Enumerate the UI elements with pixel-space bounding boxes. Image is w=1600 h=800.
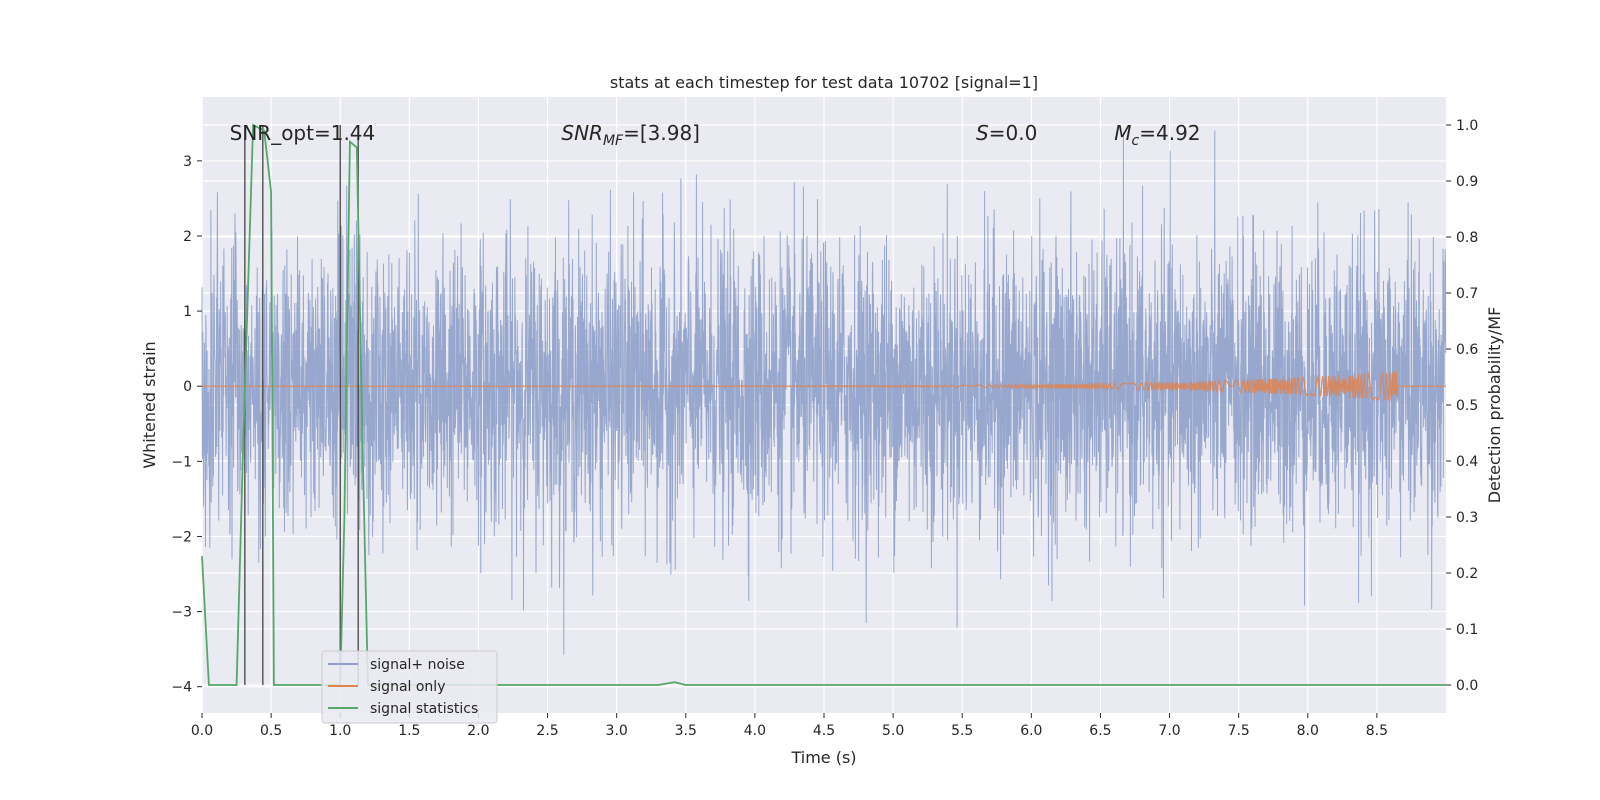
y-right-tick-label: 0.3 [1456,510,1478,526]
x-tick-label: 8.5 [1366,723,1388,739]
x-tick-label: 6.0 [1020,723,1042,739]
x-tick-label: 7.5 [1228,723,1250,739]
x-tick-label: 4.5 [813,723,835,739]
chart-title: stats at each timestep for test data 107… [610,73,1038,92]
y-right-tick-label: 0.9 [1456,174,1478,190]
signal-trace [202,371,1446,401]
x-tick-label: 5.5 [951,723,973,739]
statistics-trace [201,123,1446,686]
legend: signal+ noise signal only signal statist… [321,650,498,724]
ticks: 0.0 0.5 1.0 1.5 2.0 2.5 3.0 3.5 4.0 4.5 5.0 5.5 6.0 6… [171,118,1478,739]
y-left-tick-label: −1 [171,454,192,470]
y-right-tick-label: 0.5 [1456,398,1478,414]
x-tick-label: 3.0 [606,723,628,739]
x-tick-label: 0.5 [260,723,282,739]
legend-box [321,650,498,724]
x-tick-label: 1.0 [329,723,351,739]
y-right-tick-label: 0.7 [1456,286,1478,302]
y-right-tick-label: 0.6 [1456,342,1478,358]
y-left-tick-label: −2 [171,529,192,545]
y-left-tick-label: 3 [183,154,192,170]
annotations: SNR_opt=1.44 SNRMF=[3.98] S=0.0 Mc=4.92 [230,121,1201,149]
x-tick-label: 5.0 [882,723,904,739]
x-tick-label: 2.5 [536,723,558,739]
y-right-tick-label: 0.2 [1456,566,1478,582]
y-right-tick-label: 0.0 [1456,678,1478,694]
y-right-tick-label: 0.1 [1456,622,1478,638]
annotation-0: SNR_opt=1.44 [230,121,376,145]
y-axis-label-right: Detection probability/MF [1485,307,1504,504]
x-tick-label: 2.0 [467,723,489,739]
y-left-tick-label: 2 [183,229,192,245]
annotation-2: S=0.0 [976,121,1037,145]
x-tick-label: 3.5 [675,723,697,739]
y-right-tick-label: 1.0 [1456,118,1478,134]
x-tick-label: 8.0 [1297,723,1319,739]
series-signal-only [202,371,1446,401]
y-left-tick-label: 1 [183,304,192,320]
annotation-3: Mc=4.92 [1114,121,1200,149]
series-signal-plus-noise [201,130,1447,655]
x-axis-label: Time (s) [790,748,856,767]
x-tick-label: 4.0 [744,723,766,739]
y-left-tick-label: 0 [183,379,192,395]
y-right-tick-label: 0.8 [1456,230,1478,246]
y-right-tick-label: 0.4 [1456,454,1478,470]
series-signal-statistics [201,123,1446,686]
x-tick-label: 7.0 [1158,723,1180,739]
x-tick-label: 1.5 [398,723,420,739]
y-left-tick-label: −3 [171,605,192,621]
annotation-1: SNRMF=[3.98] [561,121,700,149]
legend-label-signal-statistics: signal statistics [370,701,478,717]
y-left-tick-label: −4 [171,680,192,696]
x-tick-label: 0.0 [191,723,213,739]
legend-label-signal-plus-noise: signal+ noise [370,657,465,673]
legend-label-signal-only: signal only [370,679,445,695]
y-axis-label-left: Whitened strain [140,341,159,468]
noise-trace [201,130,1447,655]
x-tick-label: 6.5 [1089,723,1111,739]
